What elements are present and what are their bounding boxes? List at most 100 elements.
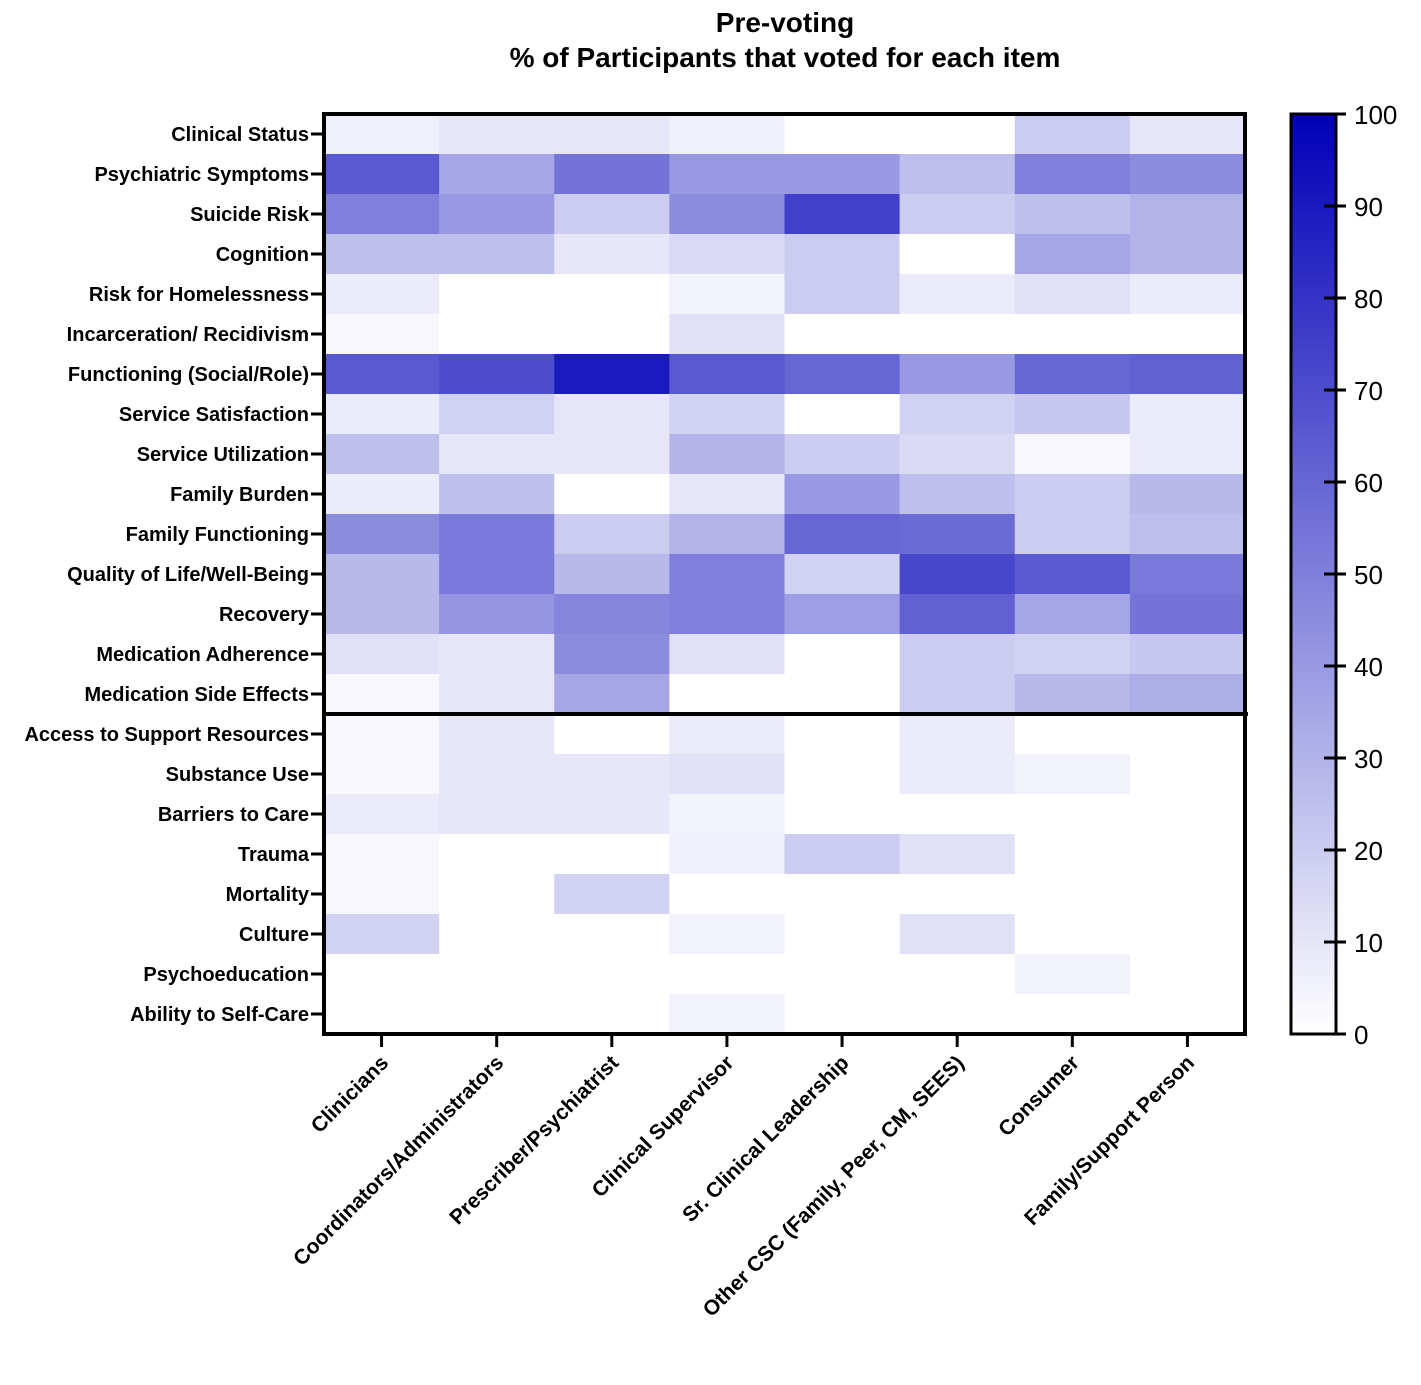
heatmap-cell xyxy=(1014,834,1131,875)
heatmap-cell xyxy=(669,754,786,795)
heatmap-cell xyxy=(669,714,786,755)
heatmap-cell xyxy=(1129,514,1246,555)
heatmap-cell xyxy=(1014,954,1131,995)
heatmap-cell xyxy=(1014,874,1131,915)
heatmap-cell xyxy=(324,834,440,875)
heatmap-cell xyxy=(784,554,901,595)
row-label: Medication Adherence xyxy=(96,644,309,666)
colorbar-tick-label: 0 xyxy=(1354,1020,1368,1050)
heatmap-cell xyxy=(1014,354,1131,395)
heatmap-cell xyxy=(669,434,786,475)
heatmap-cell xyxy=(1014,314,1131,355)
heatmap-cell xyxy=(439,714,555,755)
heatmap-cell xyxy=(324,314,440,355)
heatmap-cell xyxy=(324,474,440,515)
heatmap-cell xyxy=(554,874,670,915)
heatmap-cell xyxy=(324,194,440,235)
heatmap-cell xyxy=(439,314,555,355)
heatmap-cell xyxy=(669,594,786,635)
colorbar-tick-label: 100 xyxy=(1354,100,1397,130)
heatmap-cell xyxy=(669,794,786,835)
plot-border xyxy=(322,112,1247,1036)
heatmap-cell xyxy=(899,914,1016,955)
heatmap-cell xyxy=(1129,754,1246,795)
heatmap-cell xyxy=(899,274,1016,315)
row-label: Family Burden xyxy=(170,484,309,506)
heatmap-cell xyxy=(554,234,670,275)
heatmap-cell xyxy=(554,754,670,795)
heatmap-cell xyxy=(1129,874,1246,915)
row-label: Service Satisfaction xyxy=(119,404,309,426)
heatmap-cell xyxy=(324,994,440,1035)
heatmap-cell xyxy=(669,554,786,595)
heatmap-cell xyxy=(324,634,440,675)
heatmap-cell xyxy=(1014,634,1131,675)
heatmap-cell xyxy=(439,674,555,715)
heatmap-cell xyxy=(669,314,786,355)
colorbar-tick-label: 70 xyxy=(1354,376,1383,406)
row-label: Ability to Self-Care xyxy=(130,1004,309,1026)
colorbar-tick-label: 20 xyxy=(1354,836,1383,866)
heatmap-cell xyxy=(784,434,901,475)
heatmap-cell xyxy=(669,474,786,515)
heatmap-cell xyxy=(784,194,901,235)
column-label: Coordinators/Administrators xyxy=(289,1051,508,1270)
colorbar-tick-label: 30 xyxy=(1354,744,1383,774)
heatmap-cell xyxy=(899,394,1016,435)
heatmap-cell xyxy=(554,514,670,555)
row-label: Access to Support Resources xyxy=(24,724,309,746)
heatmap-cell xyxy=(324,514,440,555)
heatmap-cell xyxy=(324,274,440,315)
heatmap-cell xyxy=(1129,794,1246,835)
row-label: Functioning (Social/Role) xyxy=(68,364,309,386)
heatmap-cell xyxy=(1014,794,1131,835)
row-label: Clinical Status xyxy=(171,124,309,146)
row-label: Family Functioning xyxy=(126,524,309,546)
heatmap-cell xyxy=(1014,554,1131,595)
heatmap-cell xyxy=(784,474,901,515)
heatmap-cell xyxy=(1014,194,1131,235)
heatmap-cell xyxy=(439,194,555,235)
heatmap-cell xyxy=(554,914,670,955)
column-labels: CliniciansCoordinators/AdministratorsPre… xyxy=(289,1034,1199,1321)
heatmap-cell xyxy=(784,594,901,635)
row-label: Medication Side Effects xyxy=(85,684,310,706)
row-label: Psychoeducation xyxy=(143,964,309,986)
heatmap-cell xyxy=(899,714,1016,755)
heatmap-cell xyxy=(669,874,786,915)
heatmap-cell xyxy=(439,114,555,155)
row-label: Trauma xyxy=(238,844,310,866)
heatmap-cell xyxy=(1129,914,1246,955)
heatmap-cell xyxy=(784,234,901,275)
heatmap-cell xyxy=(784,114,901,155)
colorbar-tick-label: 90 xyxy=(1354,192,1383,222)
heatmap-cell xyxy=(554,274,670,315)
heatmap-cell xyxy=(784,154,901,195)
heatmap-cell xyxy=(899,114,1016,155)
heatmap-cell xyxy=(554,954,670,995)
heatmap-cell xyxy=(439,514,555,555)
heatmap-cell xyxy=(554,394,670,435)
heatmap-cell xyxy=(554,994,670,1035)
heatmap-cell xyxy=(324,874,440,915)
heatmap-cell xyxy=(554,194,670,235)
row-label: Barriers to Care xyxy=(158,804,309,826)
heatmap-cell xyxy=(1014,474,1131,515)
heatmap-cell xyxy=(1014,674,1131,715)
heatmap-cell xyxy=(784,514,901,555)
heatmap-cell xyxy=(784,394,901,435)
heatmap-cell xyxy=(1129,994,1246,1035)
row-label: Cognition xyxy=(216,244,309,266)
heatmap-cell xyxy=(899,874,1016,915)
heatmap-cell xyxy=(324,754,440,795)
heatmap-cell xyxy=(669,154,786,195)
heatmap-cell xyxy=(899,674,1016,715)
heatmap-cell xyxy=(1129,674,1246,715)
heatmap-cell xyxy=(899,794,1016,835)
row-label: Risk for Homelessness xyxy=(89,284,309,306)
heatmap-cell xyxy=(554,474,670,515)
row-label: Service Utilization xyxy=(137,444,309,466)
column-label: Consumer xyxy=(994,1051,1084,1141)
heatmap-cell xyxy=(1014,714,1131,755)
